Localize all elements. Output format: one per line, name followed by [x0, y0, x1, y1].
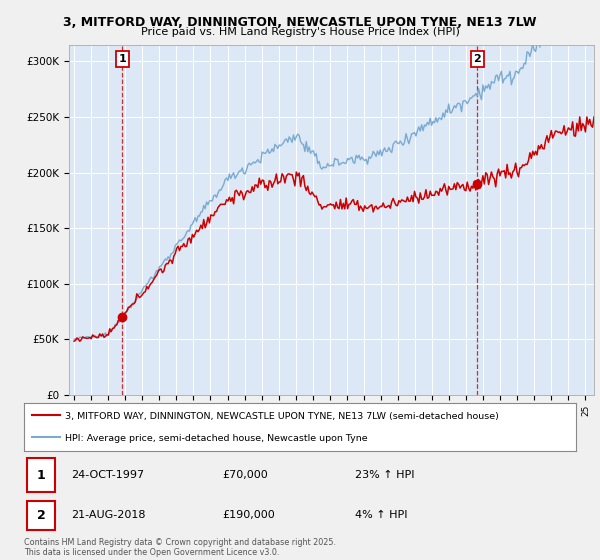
Text: HPI: Average price, semi-detached house, Newcastle upon Tyne: HPI: Average price, semi-detached house,…: [65, 434, 368, 443]
Text: 2: 2: [473, 54, 481, 64]
Text: 4% ↑ HPI: 4% ↑ HPI: [355, 511, 408, 520]
Text: 21-AUG-2018: 21-AUG-2018: [71, 511, 145, 520]
Text: £190,000: £190,000: [223, 511, 275, 520]
Text: 3, MITFORD WAY, DINNINGTON, NEWCASTLE UPON TYNE, NE13 7LW (semi-detached house): 3, MITFORD WAY, DINNINGTON, NEWCASTLE UP…: [65, 412, 499, 421]
Text: £70,000: £70,000: [223, 470, 268, 480]
Text: Price paid vs. HM Land Registry's House Price Index (HPI): Price paid vs. HM Land Registry's House …: [140, 27, 460, 37]
FancyBboxPatch shape: [27, 458, 55, 492]
Text: 3, MITFORD WAY, DINNINGTON, NEWCASTLE UPON TYNE, NE13 7LW: 3, MITFORD WAY, DINNINGTON, NEWCASTLE UP…: [63, 16, 537, 29]
Text: 1: 1: [118, 54, 126, 64]
Text: 1: 1: [37, 469, 46, 482]
Text: 23% ↑ HPI: 23% ↑ HPI: [355, 470, 415, 480]
Text: 24-OCT-1997: 24-OCT-1997: [71, 470, 144, 480]
FancyBboxPatch shape: [27, 501, 55, 530]
Text: 2: 2: [37, 509, 46, 522]
Text: Contains HM Land Registry data © Crown copyright and database right 2025.
This d: Contains HM Land Registry data © Crown c…: [24, 538, 336, 557]
